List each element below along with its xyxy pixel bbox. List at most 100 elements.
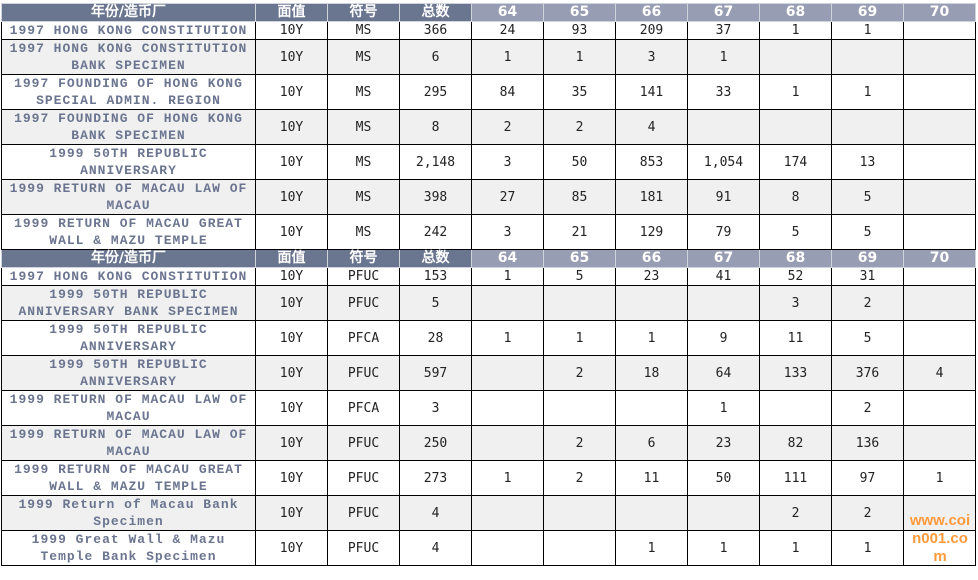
year-count: 35 bbox=[543, 74, 616, 110]
grade: MS bbox=[327, 144, 400, 180]
denomination: 10Y bbox=[255, 267, 328, 286]
year-count: 5 bbox=[831, 214, 904, 250]
grade: MS bbox=[327, 109, 400, 145]
year-count: 1 bbox=[471, 460, 544, 496]
denomination: 10Y bbox=[255, 425, 328, 461]
year-count bbox=[903, 320, 976, 356]
year-count: 1 bbox=[903, 460, 976, 496]
year-count: 8 bbox=[759, 179, 832, 215]
year-count: 3 bbox=[471, 214, 544, 250]
year-count: 41 bbox=[687, 267, 760, 286]
grade: PFUC bbox=[327, 495, 400, 531]
total: 366 bbox=[399, 21, 472, 40]
year-count: 5 bbox=[543, 267, 616, 286]
table-row: 1997 HONG KONG CONSTITUTION BANK SPECIME… bbox=[1, 39, 976, 75]
header-year: 66 bbox=[615, 249, 688, 268]
year-count bbox=[903, 74, 976, 110]
year-count bbox=[903, 267, 976, 286]
total: 273 bbox=[399, 460, 472, 496]
year-count bbox=[903, 179, 976, 215]
year-count bbox=[903, 390, 976, 426]
denomination: 10Y bbox=[255, 530, 328, 566]
year-count: 2 bbox=[543, 355, 616, 391]
denomination: 10Y bbox=[255, 285, 328, 321]
year-count: 2 bbox=[831, 495, 904, 531]
year-count: 52 bbox=[759, 267, 832, 286]
total: 4 bbox=[399, 530, 472, 566]
year-count: 1 bbox=[831, 21, 904, 40]
year-count: 2 bbox=[543, 109, 616, 145]
coin-name: 1999 50TH REPUBLIC ANNIVERSARY bbox=[1, 144, 256, 180]
grade: PFUC bbox=[327, 530, 400, 566]
grade: PFUC bbox=[327, 425, 400, 461]
year-count bbox=[759, 109, 832, 145]
table-row: 1999 Return of Macau Bank Specimen 10Y PFU… bbox=[1, 495, 976, 531]
coin-name: 1999 RETURN OF MACAU GREAT WALL & MAZU T… bbox=[1, 214, 256, 250]
total: 6 bbox=[399, 39, 472, 75]
year-count bbox=[903, 109, 976, 145]
year-count: 85 bbox=[543, 179, 616, 215]
total: 3 bbox=[399, 390, 472, 426]
year-count bbox=[543, 495, 616, 531]
year-count bbox=[903, 39, 976, 75]
year-count: 111 bbox=[759, 460, 832, 496]
year-count: 1 bbox=[759, 21, 832, 40]
grade: PFUC bbox=[327, 355, 400, 391]
table-row: 1997 HONG KONG CONSTITUTION 10Y PFUC 153 1 5 2… bbox=[1, 267, 976, 286]
year-count: 93 bbox=[543, 21, 616, 40]
denomination: 10Y bbox=[255, 320, 328, 356]
year-count: 133 bbox=[759, 355, 832, 391]
header-year: 64 bbox=[471, 3, 544, 22]
table-row: 1997 FOUNDING OF HONG KONG SPECIAL ADMIN… bbox=[1, 74, 976, 110]
header-year: 64 bbox=[471, 249, 544, 268]
total: 242 bbox=[399, 214, 472, 250]
total: 5 bbox=[399, 285, 472, 321]
year-count: 5 bbox=[831, 320, 904, 356]
year-count bbox=[543, 390, 616, 426]
year-count: 84 bbox=[471, 74, 544, 110]
header-year: 69 bbox=[831, 249, 904, 268]
coin-name: 1999 RETURN OF MACAU LAW OF MACAU bbox=[1, 425, 256, 461]
year-count bbox=[903, 285, 976, 321]
year-count bbox=[615, 285, 688, 321]
year-count: 2 bbox=[471, 109, 544, 145]
year-count: 1 bbox=[831, 530, 904, 566]
coin-name: 1997 HONG KONG CONSTITUTION bbox=[1, 21, 256, 40]
year-count: 1 bbox=[615, 320, 688, 356]
year-count: 27 bbox=[471, 179, 544, 215]
grade: MS bbox=[327, 214, 400, 250]
year-count: 13 bbox=[831, 144, 904, 180]
header-denomination: 面值 bbox=[255, 3, 328, 22]
coin-name: 1999 50TH REPUBLIC ANNIVERSARY bbox=[1, 355, 256, 391]
grade: PFUC bbox=[327, 267, 400, 286]
year-count: 33 bbox=[687, 74, 760, 110]
year-count: 1 bbox=[831, 74, 904, 110]
header-grade: 符号 bbox=[327, 249, 400, 268]
header-year: 69 bbox=[831, 3, 904, 22]
year-count: 3 bbox=[759, 285, 832, 321]
coin-name: 1999 Return of Macau Bank Specimen bbox=[1, 495, 256, 531]
table-row: 1999 50TH REPUBLIC ANNIVERSARY 10Y MS 2,148… bbox=[1, 144, 976, 180]
year-count: 2 bbox=[543, 460, 616, 496]
year-count: 2 bbox=[759, 495, 832, 531]
year-count bbox=[471, 495, 544, 531]
year-count: 5 bbox=[759, 214, 832, 250]
year-count: 18 bbox=[615, 355, 688, 391]
table-row: 1999 RETURN OF MACAU LAW OF MACAU 10Y PFCA… bbox=[1, 390, 976, 426]
year-count bbox=[615, 495, 688, 531]
coin-name: 1999 RETURN OF MACAU LAW OF MACAU bbox=[1, 390, 256, 426]
grade: PFUC bbox=[327, 460, 400, 496]
coin-name: 1999 50TH REPUBLIC ANNIVERSARY BANK SPEC… bbox=[1, 285, 256, 321]
header-year: 68 bbox=[759, 249, 832, 268]
total: 597 bbox=[399, 355, 472, 391]
grade: MS bbox=[327, 179, 400, 215]
year-count: 37 bbox=[687, 21, 760, 40]
year-count bbox=[759, 390, 832, 426]
header-denomination: 面值 bbox=[255, 249, 328, 268]
year-count: 82 bbox=[759, 425, 832, 461]
table-row: 1999 RETURN OF MACAU LAW OF MACAU 10Y MS 39… bbox=[1, 179, 976, 215]
coin-name: 1997 FOUNDING OF HONG KONG SPECIAL ADMIN… bbox=[1, 74, 256, 110]
grade: PFCA bbox=[327, 320, 400, 356]
header-row: 年份/造币厂 面值 符号 总数 64 65 66 67 68 69 70 bbox=[1, 3, 976, 22]
denomination: 10Y bbox=[255, 460, 328, 496]
